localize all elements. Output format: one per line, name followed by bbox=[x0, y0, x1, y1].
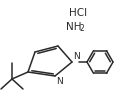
Text: N: N bbox=[56, 77, 63, 86]
Text: N: N bbox=[73, 52, 80, 61]
Text: HCl: HCl bbox=[69, 8, 87, 18]
Text: NH: NH bbox=[66, 22, 82, 32]
Text: 2: 2 bbox=[80, 24, 85, 33]
